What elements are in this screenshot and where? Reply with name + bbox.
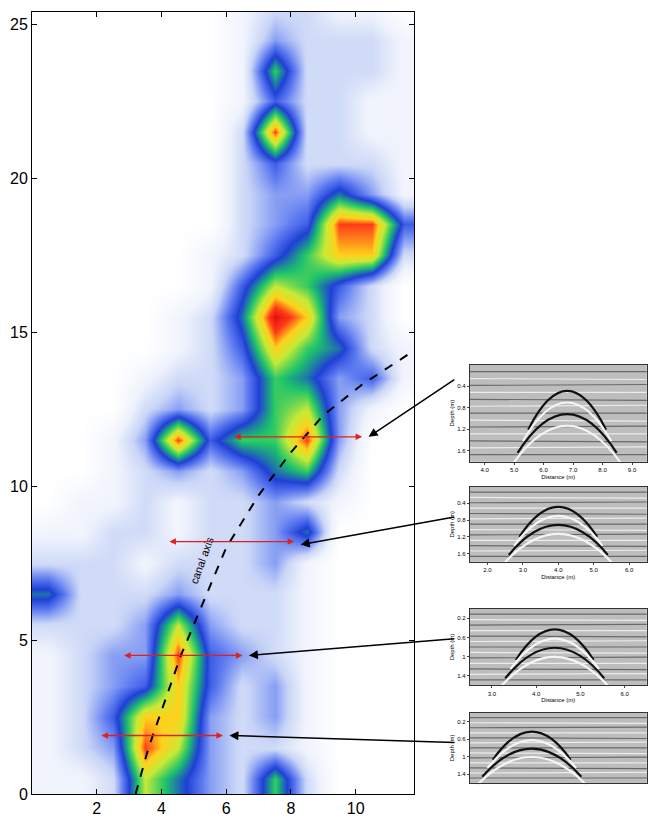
svg-text:1.2: 1.2 xyxy=(457,534,466,540)
svg-text:1.6: 1.6 xyxy=(457,448,466,454)
svg-text:5.0: 5.0 xyxy=(590,567,599,573)
svg-text:0.2: 0.2 xyxy=(457,615,466,621)
svg-text:10: 10 xyxy=(347,800,365,817)
svg-text:1.2: 1.2 xyxy=(457,426,466,432)
svg-text:6.0: 6.0 xyxy=(625,567,634,573)
svg-text:5.0: 5.0 xyxy=(510,467,519,473)
svg-text:4.0: 4.0 xyxy=(480,467,489,473)
svg-text:6: 6 xyxy=(222,800,231,817)
svg-text:7.0: 7.0 xyxy=(569,467,578,473)
svg-text:6.0: 6.0 xyxy=(620,691,629,697)
svg-text:Depth (m): Depth (m) xyxy=(449,400,455,427)
svg-text:2: 2 xyxy=(92,800,101,817)
svg-text:0.2: 0.2 xyxy=(457,719,466,725)
svg-text:1: 1 xyxy=(462,754,466,760)
svg-text:8: 8 xyxy=(286,800,295,817)
svg-text:Distance (m): Distance (m) xyxy=(541,474,575,480)
svg-text:6.0: 6.0 xyxy=(539,467,548,473)
svg-text:25: 25 xyxy=(10,16,28,33)
svg-text:1.4: 1.4 xyxy=(457,771,466,777)
svg-text:0.4: 0.4 xyxy=(457,383,466,389)
svg-text:1: 1 xyxy=(462,654,466,660)
svg-text:Depth (m): Depth (m) xyxy=(449,735,455,762)
svg-text:3.0: 3.0 xyxy=(488,691,497,697)
svg-text:2.0: 2.0 xyxy=(483,567,492,573)
svg-text:canal axis: canal axis xyxy=(188,535,216,586)
svg-text:Depth (m): Depth (m) xyxy=(449,634,455,661)
svg-text:4: 4 xyxy=(157,800,166,817)
svg-text:5.0: 5.0 xyxy=(576,691,585,697)
svg-text:8.0: 8.0 xyxy=(598,467,607,473)
svg-text:0: 0 xyxy=(19,786,28,803)
svg-text:Depth (m): Depth (m) xyxy=(449,511,455,538)
svg-text:3.0: 3.0 xyxy=(519,567,528,573)
svg-text:20: 20 xyxy=(10,170,28,187)
svg-text:0.6: 0.6 xyxy=(457,635,466,641)
svg-text:1.6: 1.6 xyxy=(457,551,466,557)
svg-text:Distance (m): Distance (m) xyxy=(541,697,575,703)
svg-text:4.0: 4.0 xyxy=(532,691,541,697)
svg-text:0.8: 0.8 xyxy=(457,517,466,523)
svg-text:0.6: 0.6 xyxy=(457,736,466,742)
svg-text:9.0: 9.0 xyxy=(628,467,637,473)
svg-text:Distance (m): Distance (m) xyxy=(541,574,575,580)
svg-text:0.4: 0.4 xyxy=(457,500,466,506)
svg-text:0.8: 0.8 xyxy=(457,405,466,411)
svg-text:10: 10 xyxy=(10,478,28,495)
svg-text:1.4: 1.4 xyxy=(457,673,466,679)
svg-text:15: 15 xyxy=(10,324,28,341)
svg-text:4.0: 4.0 xyxy=(554,567,563,573)
svg-text:5: 5 xyxy=(19,632,28,649)
